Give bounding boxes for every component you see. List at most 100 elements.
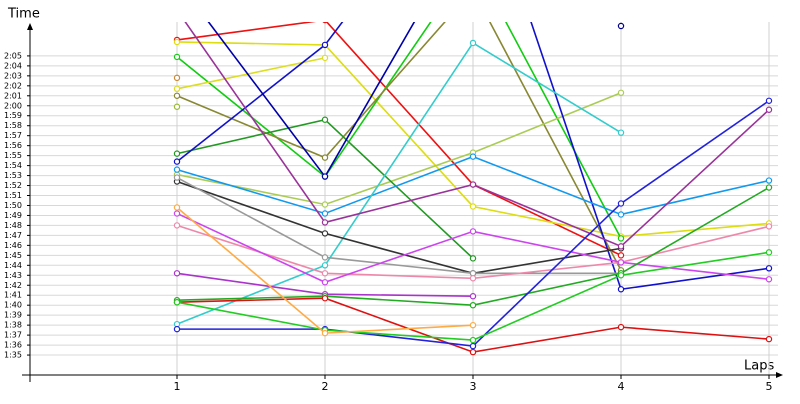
data-point bbox=[765, 223, 773, 230]
series-line bbox=[176, 22, 770, 291]
y-tick-label: 2:01 bbox=[4, 91, 22, 100]
y-tick-label: 2:04 bbox=[4, 61, 22, 70]
y-tick-label: 1:57 bbox=[4, 131, 22, 140]
series-line bbox=[176, 180, 622, 275]
data-point bbox=[321, 219, 329, 226]
data-point bbox=[173, 299, 181, 306]
y-tick-label: 1:37 bbox=[4, 331, 22, 340]
data-point bbox=[173, 85, 181, 93]
y-tick-label: 1:48 bbox=[4, 221, 22, 230]
data-point bbox=[765, 335, 773, 343]
y-tick-label: 1:46 bbox=[4, 241, 22, 250]
data-point bbox=[321, 270, 329, 277]
series-line bbox=[176, 57, 326, 90]
data-point bbox=[173, 174, 181, 181]
y-tick-label: 1:50 bbox=[4, 201, 22, 210]
y-axis-title: Time bbox=[7, 7, 40, 22]
data-point bbox=[321, 154, 329, 161]
data-point bbox=[321, 116, 329, 123]
series-line bbox=[176, 176, 621, 275]
data-point bbox=[173, 270, 181, 277]
data-point bbox=[469, 275, 477, 282]
y-tick-label: 1:42 bbox=[4, 281, 22, 290]
y-tick-label: 1:35 bbox=[4, 351, 22, 360]
x-tick-label: 2 bbox=[322, 380, 329, 393]
data-point bbox=[173, 166, 181, 173]
y-tick-label: 1:55 bbox=[4, 151, 22, 160]
data-point bbox=[173, 158, 181, 165]
series-line bbox=[176, 92, 622, 206]
data-point bbox=[321, 262, 329, 269]
data-point bbox=[765, 276, 773, 283]
data-point bbox=[174, 7, 179, 12]
data-point bbox=[173, 103, 181, 110]
y-tick-label: 1:54 bbox=[4, 161, 22, 170]
y-tick-label: 1:43 bbox=[4, 271, 22, 280]
data-point bbox=[617, 22, 625, 30]
data-point bbox=[469, 301, 477, 309]
data-point bbox=[173, 325, 181, 333]
data-point bbox=[469, 348, 477, 356]
data-point bbox=[321, 173, 329, 180]
data-point bbox=[617, 286, 625, 293]
y-tick-label: 1:51 bbox=[4, 191, 22, 200]
series-line bbox=[176, 41, 622, 325]
data-point bbox=[321, 279, 329, 286]
y-tick-label: 1:36 bbox=[4, 341, 22, 350]
data-point bbox=[469, 342, 477, 350]
y-tick-label: 2:03 bbox=[4, 71, 22, 80]
data-point bbox=[617, 323, 625, 331]
y-tick-label: 1:45 bbox=[4, 251, 22, 260]
y-tick-label: 1:53 bbox=[4, 171, 22, 180]
data-point bbox=[173, 53, 181, 61]
data-point bbox=[765, 177, 773, 184]
data-point bbox=[617, 272, 625, 279]
y-tick-label: 1:47 bbox=[4, 231, 22, 240]
data-point bbox=[469, 255, 477, 262]
data-point bbox=[173, 204, 181, 211]
data-point bbox=[617, 129, 625, 136]
y-tick-label: 2:05 bbox=[4, 51, 22, 60]
y-tick-label: 2:02 bbox=[4, 81, 22, 90]
data-point bbox=[173, 74, 181, 82]
data-point bbox=[321, 210, 329, 217]
data-point bbox=[765, 265, 773, 272]
y-tick-label: 1:40 bbox=[4, 301, 22, 310]
series-line bbox=[176, 22, 622, 271]
data-point bbox=[321, 201, 329, 208]
data-point bbox=[173, 222, 181, 229]
data-point bbox=[321, 54, 329, 62]
data-point bbox=[173, 38, 181, 46]
data-point bbox=[469, 293, 477, 300]
data-point bbox=[617, 211, 625, 218]
data-point bbox=[173, 210, 181, 217]
data-point bbox=[173, 92, 181, 99]
data-point bbox=[765, 106, 773, 113]
x-axis-title: Laps bbox=[744, 359, 774, 374]
x-tick-label: 4 bbox=[618, 380, 625, 393]
data-point bbox=[765, 249, 773, 256]
data-point bbox=[617, 89, 625, 96]
data-point bbox=[469, 181, 477, 188]
series-line bbox=[176, 22, 622, 257]
grid bbox=[30, 22, 778, 375]
data-point bbox=[765, 184, 773, 191]
data-point bbox=[321, 254, 329, 261]
y-tick-label: 1:58 bbox=[4, 121, 22, 130]
y-tick-label: 1:38 bbox=[4, 321, 22, 330]
plot-area bbox=[173, 7, 773, 356]
data-point bbox=[469, 228, 477, 235]
y-tick-label: 1:49 bbox=[4, 211, 22, 220]
y-tick-label: 1:56 bbox=[4, 141, 22, 150]
y-tick-label: 1:39 bbox=[4, 311, 22, 320]
y-tick-label: 1:59 bbox=[4, 111, 22, 120]
x-tick-label: 5 bbox=[766, 380, 773, 393]
data-point bbox=[765, 97, 773, 104]
y-tick-label: 1:44 bbox=[4, 261, 22, 270]
data-point bbox=[321, 329, 329, 337]
data-point bbox=[321, 295, 329, 302]
data-point bbox=[469, 39, 477, 47]
data-point bbox=[469, 336, 477, 344]
data-point bbox=[617, 252, 625, 259]
data-point bbox=[469, 153, 477, 160]
